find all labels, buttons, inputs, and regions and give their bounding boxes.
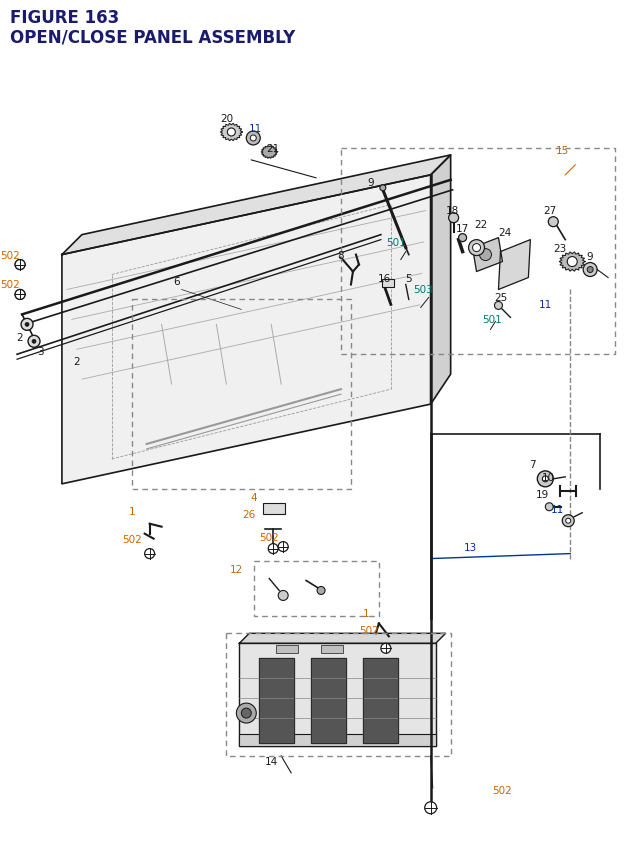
Circle shape (15, 260, 25, 270)
Circle shape (567, 257, 577, 267)
Text: 502: 502 (0, 280, 20, 290)
Text: 1: 1 (129, 506, 135, 516)
Text: 502: 502 (0, 251, 20, 260)
Circle shape (495, 302, 502, 310)
Text: 2: 2 (74, 356, 80, 367)
Polygon shape (431, 156, 451, 405)
Polygon shape (239, 634, 445, 643)
Text: 502: 502 (493, 785, 513, 795)
Text: 24: 24 (498, 227, 511, 238)
Text: 7: 7 (529, 460, 536, 469)
Polygon shape (239, 643, 436, 746)
Bar (382, 279, 394, 288)
Circle shape (538, 471, 554, 487)
Circle shape (587, 267, 593, 273)
Text: 9: 9 (587, 251, 593, 261)
Text: 2: 2 (17, 333, 24, 343)
Polygon shape (559, 252, 585, 272)
Text: 501: 501 (483, 315, 502, 325)
Text: 4: 4 (250, 492, 257, 502)
Circle shape (545, 503, 554, 511)
Text: 18: 18 (446, 206, 460, 215)
Circle shape (32, 340, 36, 344)
Text: 3: 3 (36, 347, 44, 356)
Text: 11: 11 (550, 505, 564, 514)
Text: 501: 501 (386, 238, 406, 247)
Polygon shape (259, 659, 294, 743)
Text: 13: 13 (464, 542, 477, 552)
Text: 23: 23 (554, 244, 567, 253)
Circle shape (268, 544, 278, 554)
Polygon shape (62, 156, 451, 255)
Text: 9: 9 (367, 177, 374, 188)
Bar (263, 503, 285, 514)
Text: 503: 503 (413, 285, 433, 295)
Text: 26: 26 (243, 509, 256, 519)
Circle shape (236, 703, 256, 723)
Circle shape (227, 129, 236, 137)
Text: 5: 5 (406, 273, 412, 283)
Text: 11: 11 (249, 124, 262, 133)
Circle shape (278, 591, 288, 601)
Circle shape (25, 323, 29, 327)
Text: 6: 6 (173, 277, 180, 288)
Text: 22: 22 (474, 220, 487, 229)
Circle shape (15, 260, 25, 270)
Text: 27: 27 (543, 206, 557, 215)
Circle shape (241, 709, 252, 718)
Text: 502: 502 (259, 532, 279, 542)
Polygon shape (220, 124, 243, 141)
Circle shape (468, 240, 484, 257)
Circle shape (548, 218, 558, 227)
Circle shape (566, 518, 571, 523)
Circle shape (425, 802, 436, 814)
Circle shape (459, 234, 467, 242)
Polygon shape (472, 238, 502, 272)
Circle shape (15, 290, 25, 300)
Text: 502: 502 (122, 534, 141, 544)
Text: 19: 19 (536, 489, 549, 499)
Text: OPEN/CLOSE PANEL ASSEMBLY: OPEN/CLOSE PANEL ASSEMBLY (10, 28, 295, 46)
Circle shape (15, 290, 25, 300)
Circle shape (472, 245, 481, 252)
Text: 11: 11 (539, 300, 552, 310)
Circle shape (479, 250, 492, 261)
Text: 14: 14 (264, 756, 278, 766)
Text: 16: 16 (378, 273, 392, 283)
Circle shape (278, 542, 288, 552)
Circle shape (563, 515, 574, 527)
Text: 10: 10 (541, 473, 555, 482)
Text: 15: 15 (556, 146, 569, 156)
Polygon shape (499, 240, 531, 290)
Text: 25: 25 (494, 293, 507, 303)
Polygon shape (363, 659, 398, 743)
Text: FIGURE 163: FIGURE 163 (10, 9, 119, 28)
Circle shape (380, 186, 386, 191)
Circle shape (21, 319, 33, 331)
Circle shape (28, 336, 40, 348)
Polygon shape (62, 176, 431, 484)
Circle shape (449, 214, 459, 223)
Polygon shape (311, 659, 346, 743)
Text: 8: 8 (338, 251, 344, 260)
Text: 1: 1 (363, 609, 369, 619)
Text: 17: 17 (456, 223, 469, 233)
Circle shape (145, 549, 155, 559)
Text: 20: 20 (220, 114, 233, 124)
Circle shape (246, 132, 260, 146)
Circle shape (381, 643, 391, 653)
Text: 21: 21 (267, 144, 280, 154)
Circle shape (250, 136, 256, 142)
Circle shape (317, 587, 325, 595)
Text: 502: 502 (359, 626, 379, 635)
Text: 12: 12 (230, 564, 243, 574)
Bar (321, 646, 343, 653)
Bar (239, 734, 436, 746)
Circle shape (583, 263, 597, 277)
Circle shape (542, 476, 548, 482)
Bar (276, 646, 298, 653)
Polygon shape (261, 146, 277, 159)
